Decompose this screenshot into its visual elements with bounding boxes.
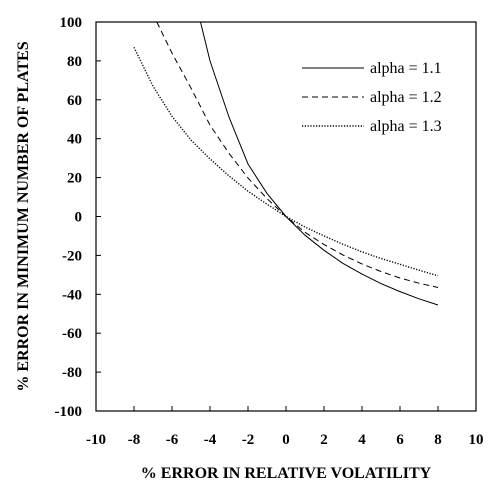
axis-ticks: -10 -8 -6 -4 -2 0 2 4 6 8 10100806040200-20-40-60-…	[55, 15, 484, 448]
y-tick-label: -20	[62, 248, 82, 264]
y-tick-label: 40	[67, 132, 82, 148]
x-axis-title: % ERROR IN RELATIVE VOLATILITY	[141, 465, 432, 482]
x-tick-label: -10	[86, 432, 106, 448]
legend: alpha = 1.1 alpha = 1.2 alpha = 1.3	[302, 60, 442, 135]
y-tick-label: 60	[67, 93, 82, 109]
series-lines	[133, 21, 439, 306]
x-tick-label: -6	[166, 432, 179, 448]
x-tick-label: 0	[282, 432, 290, 448]
x-tick-label: -2	[242, 432, 255, 448]
x-tick-label: 4	[358, 432, 366, 448]
legend-label-2: alpha = 1.2	[370, 89, 442, 106]
x-tick-label: 10	[469, 432, 484, 448]
x-tick-label: -8	[128, 432, 141, 448]
series-line-2	[156, 21, 439, 288]
y-axis-title: % ERROR IN MINIMUM NUMBER OF PLATES	[15, 41, 32, 391]
legend-label-3: alpha = 1.3	[370, 118, 442, 135]
y-tick-label: -80	[62, 365, 82, 381]
y-tick-label: -40	[62, 287, 82, 303]
y-tick-label: 0	[75, 210, 83, 226]
x-tick-label: 8	[434, 432, 442, 448]
y-tick-label: 20	[67, 171, 82, 187]
x-tick-label: 2	[320, 432, 328, 448]
legend-label-1: alpha = 1.1	[370, 60, 442, 77]
y-tick-label: 100	[60, 15, 83, 31]
y-tick-label: 80	[67, 54, 82, 70]
y-tick-label: -100	[55, 404, 83, 420]
x-tick-label: -4	[204, 432, 217, 448]
series-line-1	[200, 21, 439, 306]
y-tick-label: -60	[62, 326, 82, 342]
series-line-3	[133, 46, 439, 277]
x-tick-label: 6	[396, 432, 404, 448]
